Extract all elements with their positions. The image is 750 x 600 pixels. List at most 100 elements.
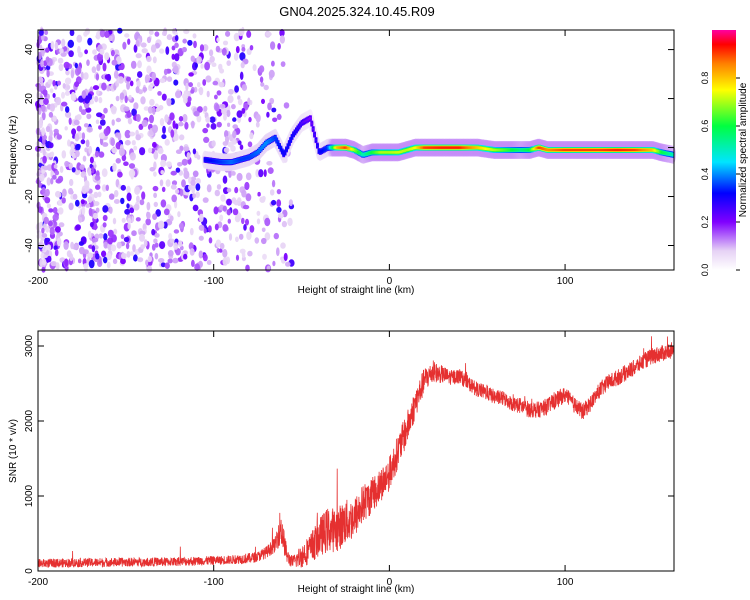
spectrogram-noise-cell: [151, 72, 157, 81]
spectrogram-noise-cell: [202, 79, 207, 86]
spectrogram-noise-cell: [125, 242, 130, 250]
spectrogram-noise-cell: [192, 33, 197, 39]
spectrogram-ridge-cell: [394, 151, 398, 154]
spectrogram-noise-cell: [56, 192, 62, 198]
spectrogram-noise-cell: [178, 240, 183, 248]
spectrogram-noise-cell: [81, 90, 87, 99]
spectrogram-noise-cell: [45, 47, 50, 53]
spectrogram-noise-cell: [87, 37, 93, 46]
spectrogram-noise-cell: [80, 139, 86, 145]
spectrogram-noise-cell: [103, 233, 108, 241]
spectrogram-noise-cell: [196, 115, 202, 123]
spectrogram-noise-cell: [173, 79, 179, 86]
spectrogram-noise-cell: [166, 76, 173, 82]
spectrogram-noise-cell: [163, 68, 168, 76]
spectrogram-x-tick-label: -100: [204, 276, 224, 287]
spectrogram-noise-cell: [244, 181, 250, 191]
spectrogram-noise-cell: [106, 261, 111, 269]
spectrogram-ridge-cell: [240, 158, 243, 161]
snr-y-tick-label: 2000: [24, 409, 35, 432]
snr-x-tick-label: 0: [387, 577, 393, 588]
spectrogram-noise-cell: [99, 119, 106, 126]
spectrogram-ridge-cell: [313, 133, 316, 136]
spectrogram-y-ticks: -40 -20 0 20 40: [24, 44, 674, 253]
spectrogram-noise-cell: [152, 141, 157, 148]
spectrogram-noise-cell: [135, 40, 140, 47]
spectrogram-noise-cell: [175, 123, 179, 130]
spectrogram-noise-cell: [137, 71, 143, 78]
spectrogram-noise-cell: [104, 74, 110, 80]
spectrogram-noise-cell: [74, 133, 80, 142]
spectrogram-noise-cell: [151, 243, 156, 251]
snr-x-tick-label: -100: [204, 577, 224, 588]
spectrogram-noise-cell: [99, 48, 105, 55]
spectrogram-noise-cell: [154, 242, 159, 248]
spectrogram-noise-cell: [166, 161, 172, 168]
spectrogram-noise-cell: [215, 239, 222, 248]
spectrogram-noise-cell: [136, 80, 141, 88]
spectrogram-noise-cell: [153, 238, 158, 244]
spectrogram-ridge-cell: [310, 122, 314, 125]
spectrogram-ridge-cell: [587, 148, 591, 152]
spectrogram-noise-cell: [52, 116, 57, 122]
spectrogram-noise-cell: [124, 95, 128, 104]
spectrogram-noise-cell: [52, 93, 56, 98]
spectrogram-noise-cell: [132, 244, 136, 253]
spectrogram-y-tick-label: 0: [24, 144, 35, 150]
spectrogram-noise-cell: [122, 41, 127, 50]
spectrogram-noise-cell: [151, 228, 156, 236]
spectrogram-ridge-cell: [408, 147, 412, 151]
spectrogram-noise-cell: [47, 79, 54, 85]
spectrogram-noise-cell: [69, 253, 74, 262]
spectrogram-noise-cell: [75, 224, 81, 231]
spectrogram-noise-cell: [104, 30, 110, 38]
spectrogram-noise-cell: [46, 93, 50, 100]
spectrogram-noise-cell: [46, 69, 50, 78]
spectrogram-noise-cell: [88, 259, 95, 269]
spectrogram-noise-cell: [153, 150, 159, 160]
spectrogram-noise-cell: [202, 197, 209, 203]
spectrogram-noise-cell: [183, 167, 188, 176]
spectrogram-noise-cell: [80, 199, 85, 205]
spectrogram-noise-cell: [53, 164, 58, 169]
spectrogram-noise-cell: [245, 218, 249, 226]
spectrogram-noise-cell: [110, 137, 116, 147]
spectrogram-y-tick-label: 20: [24, 93, 35, 105]
spectrogram-noise-cell: [52, 207, 58, 214]
spectrogram-noise-cell: [112, 258, 118, 265]
spectrogram-noise-cell: [245, 193, 252, 202]
spectrogram-noise-cell: [55, 262, 60, 270]
spectrogram-noise-cell: [92, 49, 97, 55]
spectrogram-ridge-cell: [661, 151, 665, 154]
spectrogram-noise-cell: [261, 237, 267, 245]
spectrogram-noise-cell: [255, 113, 261, 123]
spectrogram-noise-cell: [54, 85, 58, 90]
spectrogram-noise-cell: [102, 222, 107, 228]
spectrogram-noise-cell: [98, 151, 105, 158]
spectrogram-ridge-cell: [273, 136, 277, 139]
spectrogram-noise-cell: [152, 185, 159, 192]
spectrogram-ridge-cell: [431, 146, 435, 149]
spectrogram-noise-cell: [107, 237, 114, 245]
spectrogram-noise-cell: [106, 85, 111, 92]
spectrogram-noise-cell: [48, 208, 54, 213]
spectrogram-noise-cell: [271, 107, 277, 113]
spectrogram-noise-cell: [179, 134, 185, 141]
spectrogram-noise-cell: [202, 253, 208, 262]
spectrogram-noise-cell: [173, 229, 180, 234]
spectrogram-ridge-cell: [363, 153, 367, 156]
spectrogram-noise-cell: [80, 109, 87, 116]
spectrogram-noise-cell: [86, 113, 92, 120]
spectrogram-noise-cell: [128, 169, 136, 178]
spectrogram-noise-cell: [110, 49, 115, 57]
spectrogram-noise-cell: [73, 119, 80, 126]
spectrogram-noise-cell: [271, 199, 277, 206]
spectrogram-ridge-cell: [512, 148, 516, 152]
spectrogram-noise-cell: [268, 69, 275, 78]
snr-y-ticks: 0 1000 2000 3000: [24, 334, 674, 574]
spectrogram-ridge-cell: [251, 154, 255, 157]
spectrogram-noise-cell: [212, 80, 219, 86]
spectrogram-noise-cell: [262, 253, 267, 260]
spectrogram-noise-cell: [102, 62, 107, 72]
spectrogram-noise-cell: [245, 172, 252, 181]
